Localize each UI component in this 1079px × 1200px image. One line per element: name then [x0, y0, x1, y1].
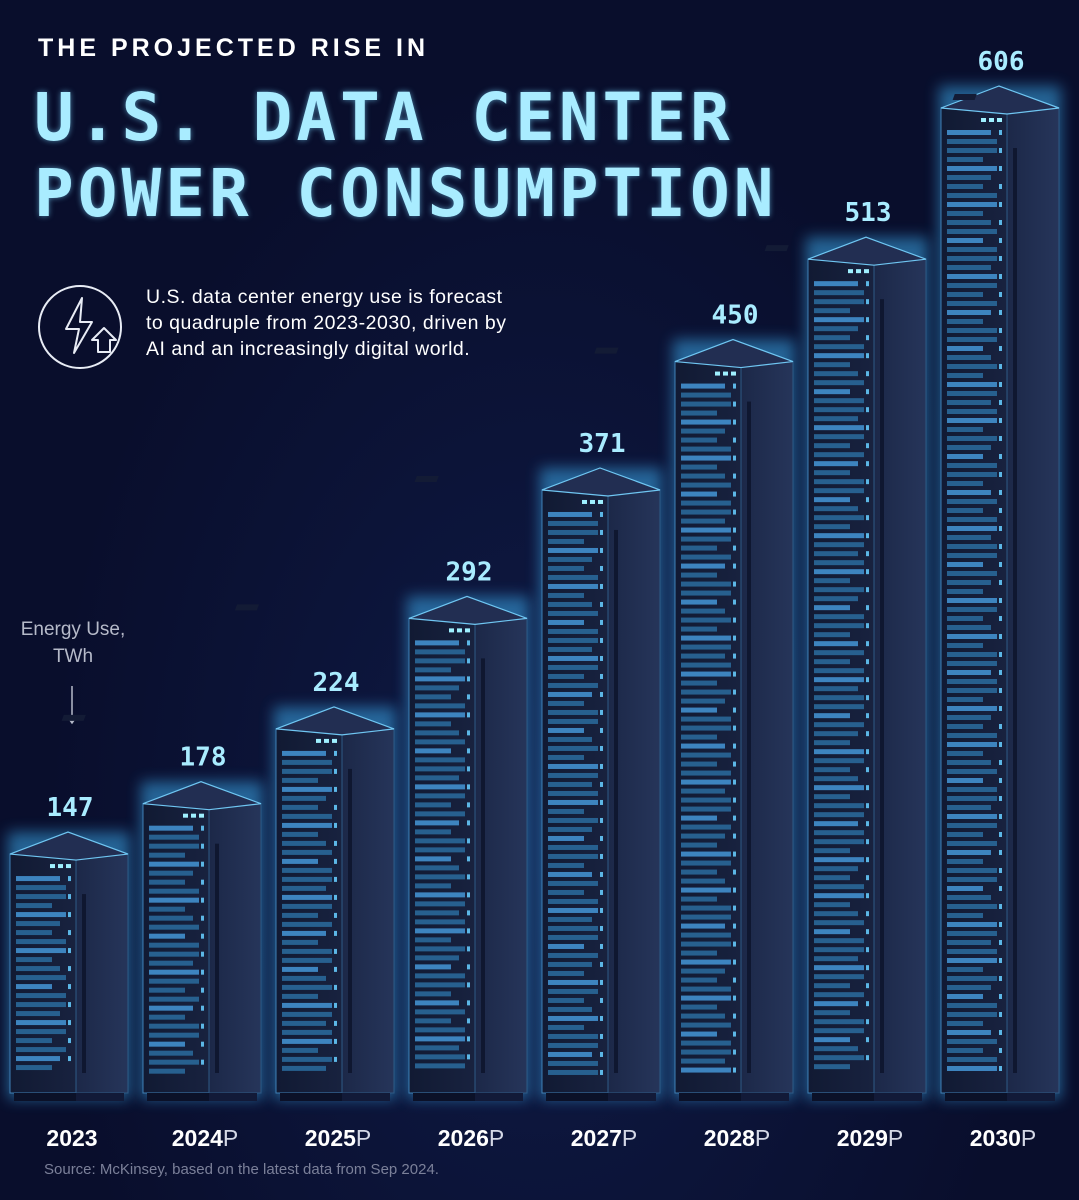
bar-2029 — [764, 236, 928, 1101]
year-label-2030: 2030P — [970, 1125, 1037, 1151]
description: U.S. data center energy use is forecast … — [146, 286, 507, 360]
year-label-2028: 2028P — [704, 1125, 771, 1151]
value-label-2030: 606 — [978, 47, 1025, 77]
year-label-2024: 2024P — [172, 1125, 239, 1151]
bar-2025 — [61, 706, 396, 1101]
year-label-2025: 2025P — [305, 1125, 372, 1151]
year-label-2029: 2029P — [837, 1125, 904, 1151]
year-label-2027: 2027P — [571, 1125, 638, 1151]
bar-2030 — [939, 85, 1061, 1101]
bar-2027 — [414, 467, 662, 1101]
value-label-2026: 292 — [446, 557, 493, 587]
value-label-2025: 224 — [313, 668, 360, 698]
source-note: Source: McKinsey, based on the latest da… — [44, 1161, 439, 1178]
value-label-2027: 371 — [579, 429, 626, 459]
value-label-2024: 178 — [180, 743, 227, 773]
year-label-2023: 2023 — [46, 1125, 97, 1151]
bar-2023 — [8, 831, 130, 1101]
title-line-1: U.S. DATA CENTER — [34, 79, 734, 156]
lightning-up-arrow-icon — [36, 282, 126, 372]
value-label-2029: 513 — [845, 198, 892, 228]
title-line-2: POWER CONSUMPTION — [34, 155, 778, 232]
subtitle: THE PROJECTED RISE IN — [38, 34, 429, 62]
unit-label: Energy Use, TWh — [20, 619, 126, 667]
bar-2024 — [141, 781, 263, 1101]
year-label-2026: 2026P — [438, 1125, 505, 1151]
page-title: U.S. DATA CENTER POWER CONSUMPTION — [34, 80, 778, 232]
bar-2028 — [594, 338, 795, 1101]
value-label-2023: 147 — [47, 793, 94, 823]
value-label-2028: 450 — [712, 301, 759, 331]
bar-2026 — [234, 595, 529, 1101]
